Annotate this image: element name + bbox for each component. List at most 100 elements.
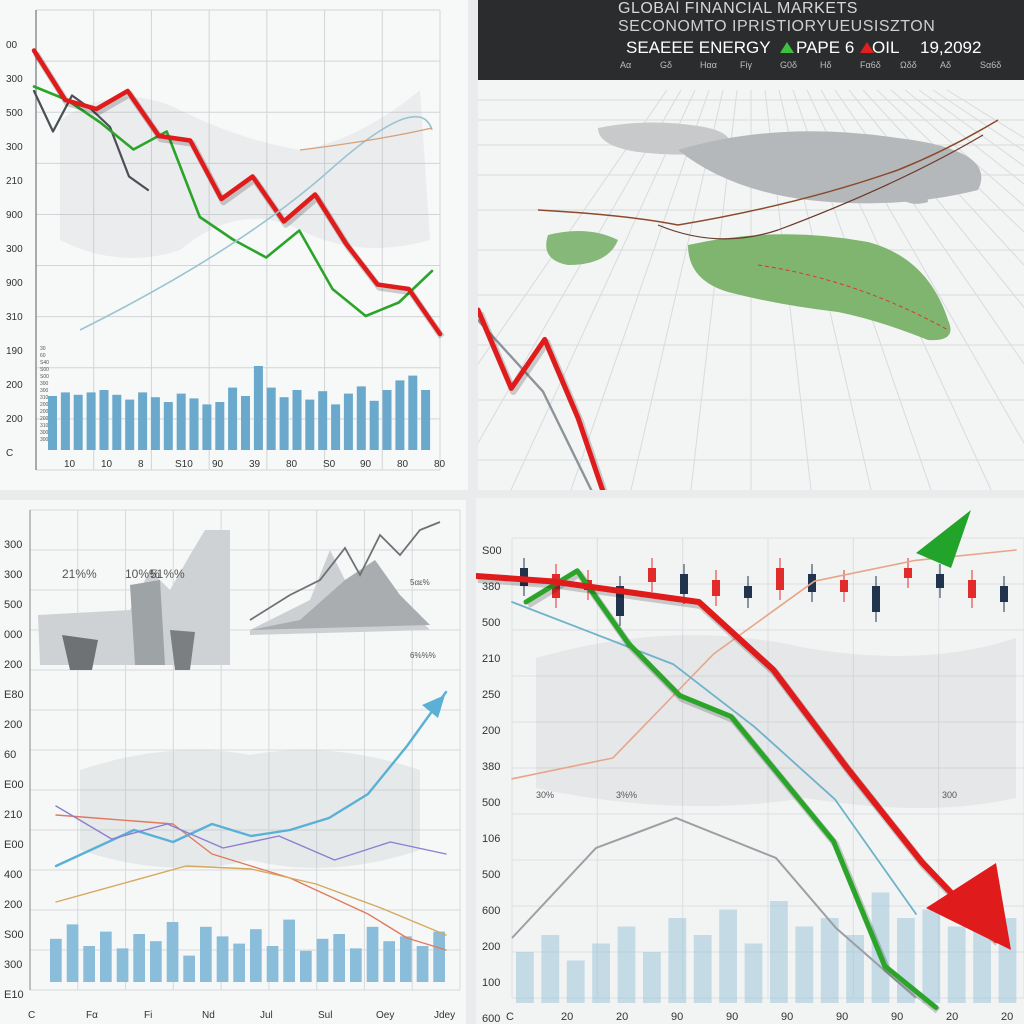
y-tick-label: E10 [4,989,24,1001]
x-tick-label: 90 [726,1011,738,1023]
volume-bar [233,943,245,982]
annotation: 30% [536,790,554,800]
world-map-shade [60,90,430,258]
candle-body [936,574,944,588]
y-tick-label: 100 [482,977,500,989]
x-tick-label: 20 [946,1011,958,1023]
y-tick-label: 300 [6,142,23,153]
ticker-code: Hδ [820,60,832,70]
volume-bar [316,938,329,982]
candle-body [968,580,976,598]
candle-body [712,580,720,596]
candle-body [1000,586,1008,602]
x-tick-label: Jul [260,1010,273,1021]
series-red [478,307,606,490]
volume-bar [416,946,429,982]
y-tick-label: 500 [482,617,500,629]
volume-bar [592,943,610,1003]
ticker-subtitle: SECONOMTO IPRISTIORYUEUSISZTON [618,18,936,35]
candle-body [904,568,912,578]
x-tick-label: Sul [318,1010,332,1021]
y-tick-label: 200 [6,380,23,391]
series-green [523,568,939,1011]
grid-line [918,89,1024,167]
continent-green [546,231,618,265]
x-tick-label: 90 [212,459,224,470]
annotation: 51%% [150,567,185,581]
y-tick-label: 200 [482,941,500,953]
volume-bar [516,952,534,1003]
ticker-code: Fiγ [740,60,752,70]
volume-bar [99,390,109,450]
volume [50,919,445,982]
grid-line [478,89,682,445]
x-tick-label: 8 [138,459,144,470]
x-tick-label: Jdey [434,1010,455,1021]
volume-bar [50,938,62,982]
area-block-dark [170,630,195,670]
y-tick-label: 200 [6,414,23,425]
y-tick-label: 900 [6,210,23,221]
y-tick-label: 106 [482,833,500,845]
x-tick-label: 39 [249,459,261,470]
volume-bar [668,918,687,1003]
grid-line [570,89,710,490]
y-tick-label: 600 [482,1013,500,1024]
volume-bar [266,387,276,450]
candle-body [680,574,688,594]
series-3 [55,865,447,936]
volume-bar [433,931,445,982]
y-tick-label: 200 [4,899,22,911]
volume-bar [350,948,362,982]
volume-bar [279,397,289,450]
candle-body [872,586,880,612]
volume-bar [228,387,238,450]
y-tick-label: 300 [6,74,23,85]
bottom-left-chart: 300 300 500 000 200 E80 200 60 E00 210 E00 400 200 S0… [0,500,466,1024]
y-tick-label: 500 [482,869,500,881]
ticker-code: Fα6δ [860,60,881,70]
series-gray [478,318,593,490]
volume-bar [421,390,431,450]
volume-bar [215,402,225,450]
down-arrow-icon [860,42,874,53]
y-tick-label: 60 [4,749,16,761]
side-label: 200 [40,402,49,408]
world-map-shade [536,635,1016,808]
ticker-code: Ωδδ [900,60,917,70]
trade-route [657,134,984,240]
y-tick-label: 200 [4,719,22,731]
y-tick-label: 500 [4,599,22,611]
x-tick-label: 90 [781,1011,793,1023]
ticker-oil: OIL [872,38,900,57]
y-tick-label: 400 [4,869,22,881]
market-ticker: GLOBAl FINANCIAL MARKETS SECONOMTO IPRIS… [478,0,1024,80]
volume-bar [183,955,195,982]
volume-bar [60,392,70,450]
volume-bar [66,924,79,982]
volume-bar [250,929,262,982]
series-0 [55,814,447,951]
candle-body [744,586,752,598]
area-line [249,521,441,621]
x-tick-label: Nd [202,1010,215,1021]
series-teal [511,601,917,915]
x-tick-label: 90 [360,459,372,470]
annotation: 3%% [616,790,637,800]
trend-arrow-icon [422,695,445,718]
volume-bar [408,375,418,450]
y-tick-label: 200 [482,725,500,737]
area-block-dark [62,635,98,670]
volume-bar [163,402,173,450]
side-label: 310 [40,395,49,401]
side-label: 30 [40,346,46,352]
top-right-chart [478,80,1024,490]
bottom-right-chart: S00 380 500 210 250 200 380 500 106 500 600 200 100 6… [476,498,1024,1024]
volume-bar [283,919,295,982]
volume-bar [300,950,312,982]
y-tick-label: 600 [482,905,500,917]
y-tick-label: S00 [482,545,502,557]
series-teal [79,115,433,331]
continent-shape [678,131,982,204]
series-green [32,85,434,318]
